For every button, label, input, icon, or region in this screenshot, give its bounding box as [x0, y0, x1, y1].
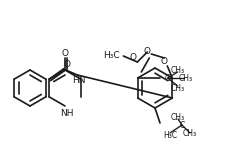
Text: CH₃: CH₃ [171, 66, 185, 75]
Text: O: O [144, 47, 151, 57]
Text: HN: HN [72, 76, 85, 85]
Text: CH₃: CH₃ [179, 74, 193, 82]
Text: CH₃: CH₃ [183, 128, 197, 137]
Text: H₃C: H₃C [103, 52, 120, 61]
Text: NH: NH [60, 109, 74, 118]
Text: C: C [165, 74, 170, 82]
Text: CH₃: CH₃ [171, 113, 185, 122]
Text: H₃C: H₃C [163, 131, 177, 139]
Text: C: C [179, 120, 185, 129]
Text: O: O [130, 52, 137, 62]
Text: O: O [64, 60, 71, 68]
Text: O: O [61, 48, 68, 57]
Text: O: O [161, 57, 168, 66]
Text: CH₃: CH₃ [171, 84, 185, 93]
